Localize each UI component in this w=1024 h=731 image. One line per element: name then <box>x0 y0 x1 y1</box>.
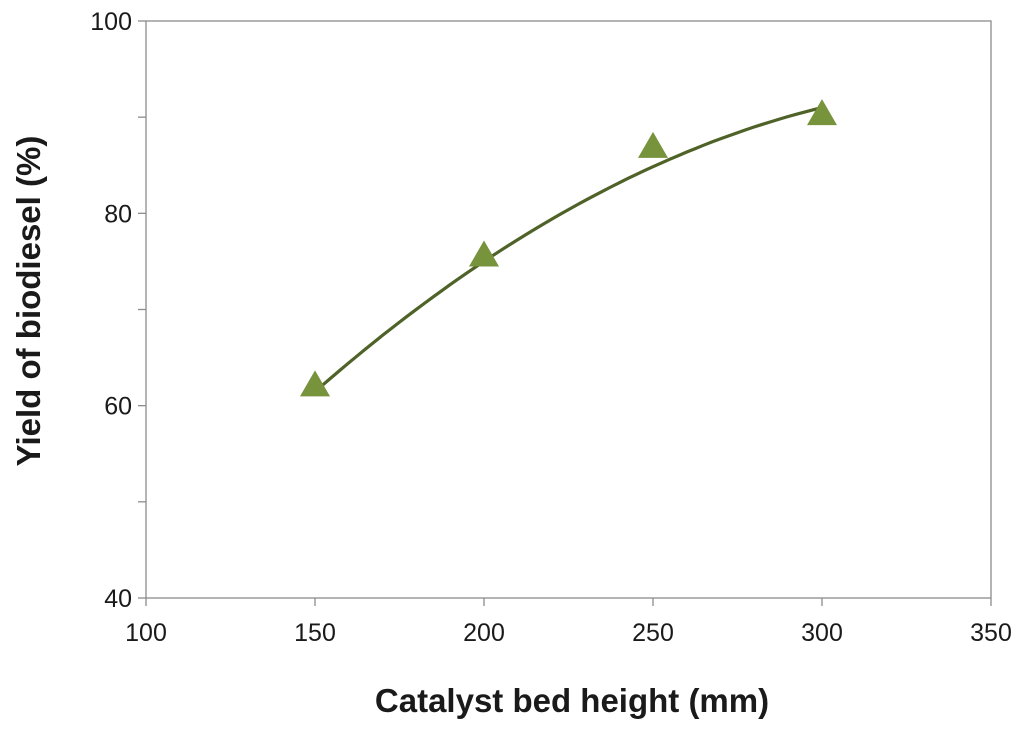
x-tick-label: 300 <box>801 619 843 647</box>
y-axis-title: Yield of biodiesel (%) <box>10 136 47 467</box>
plot-frame <box>145 20 992 599</box>
data-markers <box>300 99 837 397</box>
x-tick-label: 150 <box>294 619 336 647</box>
x-axis: 100 150 200 250 300 350 <box>125 598 1012 647</box>
triangle-marker <box>469 240 499 267</box>
x-tick-label: 250 <box>632 619 674 647</box>
plot-area <box>145 20 992 599</box>
y-tick-label: 100 <box>90 8 132 36</box>
triangle-marker <box>638 131 668 158</box>
y-tick-label: 80 <box>104 200 132 228</box>
y-tick-label: 40 <box>104 585 132 613</box>
y-tick-label: 60 <box>104 393 132 421</box>
triangle-marker <box>300 370 330 397</box>
trendline <box>313 106 824 394</box>
x-tick-label: 350 <box>970 619 1012 647</box>
x-tick-label: 100 <box>125 619 167 647</box>
y-axis: 40 60 80 100 <box>90 8 146 613</box>
x-tick-label: 200 <box>463 619 505 647</box>
triangle-marker <box>807 99 837 126</box>
x-axis-title: Catalyst bed height (mm) <box>375 682 769 719</box>
trendlines <box>313 106 824 394</box>
